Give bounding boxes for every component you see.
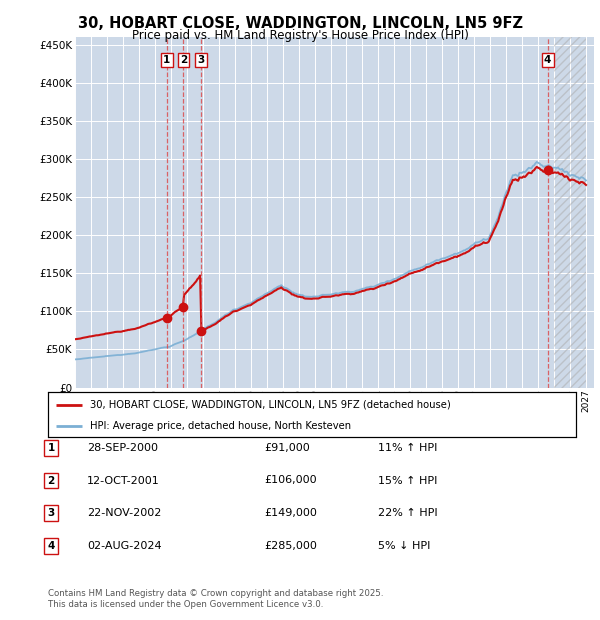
Text: 28-SEP-2000: 28-SEP-2000 [87, 443, 158, 453]
Text: 3: 3 [197, 55, 205, 65]
Text: 12-OCT-2001: 12-OCT-2001 [87, 476, 160, 485]
Text: 1: 1 [47, 443, 55, 453]
Text: 2: 2 [180, 55, 187, 65]
Text: 5% ↓ HPI: 5% ↓ HPI [378, 541, 430, 551]
Text: 1: 1 [163, 55, 170, 65]
Text: £106,000: £106,000 [264, 476, 317, 485]
Text: 11% ↑ HPI: 11% ↑ HPI [378, 443, 437, 453]
Text: 4: 4 [544, 55, 551, 65]
Text: 22% ↑ HPI: 22% ↑ HPI [378, 508, 437, 518]
Text: Contains HM Land Registry data © Crown copyright and database right 2025.
This d: Contains HM Land Registry data © Crown c… [48, 590, 383, 609]
Text: £91,000: £91,000 [264, 443, 310, 453]
Text: HPI: Average price, detached house, North Kesteven: HPI: Average price, detached house, Nort… [90, 421, 352, 431]
Text: 4: 4 [47, 541, 55, 551]
Text: 02-AUG-2024: 02-AUG-2024 [87, 541, 161, 551]
Text: £285,000: £285,000 [264, 541, 317, 551]
Text: 30, HOBART CLOSE, WADDINGTON, LINCOLN, LN5 9FZ: 30, HOBART CLOSE, WADDINGTON, LINCOLN, L… [77, 16, 523, 31]
Text: 3: 3 [47, 508, 55, 518]
Text: £149,000: £149,000 [264, 508, 317, 518]
Text: Price paid vs. HM Land Registry's House Price Index (HPI): Price paid vs. HM Land Registry's House … [131, 29, 469, 42]
Text: 2: 2 [47, 476, 55, 485]
Text: 22-NOV-2002: 22-NOV-2002 [87, 508, 161, 518]
Text: 30, HOBART CLOSE, WADDINGTON, LINCOLN, LN5 9FZ (detached house): 30, HOBART CLOSE, WADDINGTON, LINCOLN, L… [90, 399, 451, 410]
Text: 15% ↑ HPI: 15% ↑ HPI [378, 476, 437, 485]
